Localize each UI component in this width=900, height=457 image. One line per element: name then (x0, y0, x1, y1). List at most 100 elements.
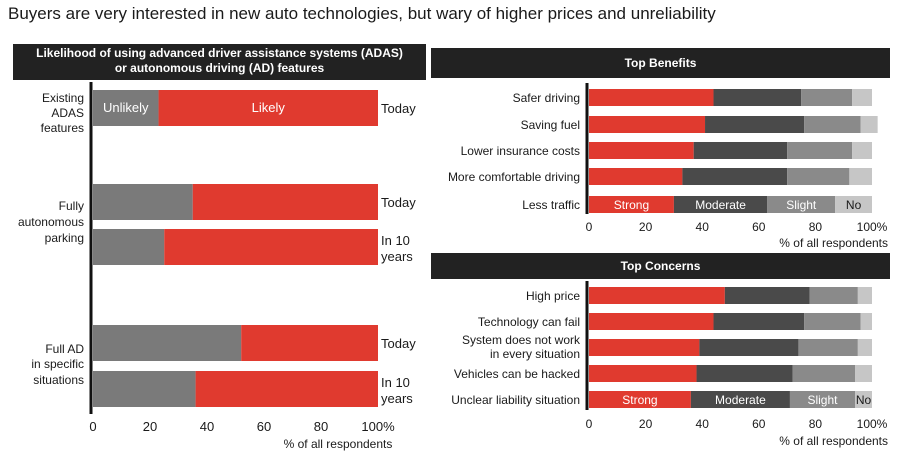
page-title: Buyers are very interested in new auto t… (8, 4, 716, 23)
concerns-bar-moderate (690, 391, 790, 408)
adas-x-tick-label: 80 (314, 419, 328, 434)
benefits-bar-strong (589, 89, 714, 106)
concerns-bar-strong (589, 391, 691, 408)
benefits-x-tick-label: 60 (752, 220, 766, 234)
concerns-x-tick-label: 80 (809, 417, 823, 431)
benefits-bar-moderate (682, 168, 788, 185)
concerns-bar-slight (792, 365, 856, 382)
concerns-x-tick-label: 0 (586, 417, 593, 431)
benefits-x-tick-label: 20 (639, 220, 653, 234)
adas-bar-inline-label: Likely (252, 100, 286, 115)
adas-chart-header: Likelihood of using advanced driver assi… (13, 44, 426, 80)
benefits-category-label: Safer driving (513, 91, 580, 105)
adas-bar-unlikely (93, 371, 196, 407)
benefits-category-label: Lower insurance costs (461, 144, 580, 158)
benefits-bar-slight (787, 168, 850, 185)
adas-category-label: situations (33, 373, 84, 387)
adas-category-label: features (41, 121, 84, 135)
benefits-bar-no (849, 168, 872, 185)
concerns-category-label: Vehicles can be hacked (454, 367, 580, 381)
benefits-bar-moderate (705, 116, 805, 133)
concerns-bar-strong (589, 287, 725, 304)
adas-period-label: In 10 (381, 233, 410, 248)
concerns-category-label: in every situation (490, 347, 580, 361)
adas-period-label: In 10 (381, 375, 410, 390)
benefits-bar-slight (804, 116, 861, 133)
concerns-legend-inline-label: Strong (622, 393, 657, 407)
concerns-category-label: Technology can fail (478, 315, 580, 329)
adas-bar-likely (164, 229, 378, 265)
concerns-bar-no (857, 287, 872, 304)
adas-bar-unlikely (93, 90, 159, 126)
adas-period-label: Today (381, 195, 416, 210)
benefits-bar-strong (589, 196, 674, 213)
concerns-bar-moderate (696, 365, 793, 382)
benefits-bar-moderate (693, 142, 788, 159)
adas-x-axis-label: % of all respondents (284, 437, 393, 451)
adas-category-label: Fully (59, 199, 84, 213)
concerns-bar-slight (804, 313, 861, 330)
adas-period-label: years (381, 249, 413, 264)
adas-x-tick-label: 20 (143, 419, 157, 434)
concerns-x-tick-label: 60 (752, 417, 766, 431)
benefits-bar-no (835, 196, 872, 213)
adas-period-label: Today (381, 101, 416, 116)
adas-header-line-1: Likelihood of using advanced driver assi… (36, 46, 403, 60)
benefits-x-tick-label: 100% (857, 220, 888, 234)
adas-category-label: Existing (42, 91, 84, 105)
adas-x-tick-label: 100% (361, 419, 395, 434)
concerns-category-label: System does not work (462, 333, 581, 347)
adas-category-label: Full AD (45, 342, 84, 356)
adas-bar-likely (192, 184, 378, 220)
benefits-bar-no (860, 116, 878, 133)
concerns-bar-no (855, 365, 872, 382)
benefits-legend-inline-label: Strong (614, 198, 649, 212)
concerns-bar-strong (589, 365, 697, 382)
concerns-bar-no (855, 391, 872, 408)
adas-bar-likely (241, 325, 378, 361)
adas-period-label: years (381, 391, 413, 406)
concerns-legend-inline-label: Slight (807, 393, 838, 407)
concerns-category-label: High price (526, 289, 580, 303)
benefits-x-tick-label: 0 (586, 220, 593, 234)
adas-category-label: in specific (31, 357, 84, 371)
benefits-bar-moderate (673, 196, 768, 213)
concerns-bar-strong (589, 313, 714, 330)
concerns-bar-moderate (713, 313, 805, 330)
benefits-bar-strong (589, 142, 694, 159)
concerns-x-tick-label: 20 (639, 417, 653, 431)
adas-bar-unlikely (93, 325, 242, 361)
adas-bar-likely (195, 371, 378, 407)
adas-bar-unlikely (93, 184, 193, 220)
adas-header-line-2: or autonomous driving (AD) features (114, 61, 325, 75)
concerns-bar-moderate (724, 287, 810, 304)
concerns-x-tick-label: 100% (857, 417, 888, 431)
concerns-x-axis-label: % of all respondents (779, 434, 888, 448)
concerns-chart-header: Top Concerns (431, 253, 890, 279)
benefits-bar-slight (801, 89, 853, 106)
concerns-bar-strong (589, 339, 700, 356)
benefits-category-label: Saving fuel (521, 118, 580, 132)
benefits-x-tick-label: 80 (809, 220, 823, 234)
benefits-bar-slight (787, 142, 853, 159)
adas-category-label: autonomous (18, 215, 84, 229)
benefits-bar-strong (589, 168, 683, 185)
benefits-legend-inline-label: Moderate (695, 198, 746, 212)
concerns-bar-no (860, 313, 872, 330)
adas-category-label: parking (45, 231, 84, 245)
benefits-bar-strong (589, 116, 706, 133)
adas-x-tick-label: 60 (257, 419, 271, 434)
concerns-x-tick-label: 40 (696, 417, 710, 431)
adas-x-tick-label: 0 (89, 419, 96, 434)
adas-x-tick-label: 40 (200, 419, 214, 434)
benefits-category-label: Less traffic (522, 198, 580, 212)
benefits-chart-header: Top Benefits (431, 48, 890, 78)
concerns-bar-slight (809, 287, 858, 304)
adas-category-label: ADAS (51, 106, 84, 120)
adas-bar-unlikely (93, 229, 165, 265)
benefits-bar-no (852, 89, 872, 106)
benefits-bar-slight (767, 196, 836, 213)
concerns-legend-inline-label: No (856, 393, 872, 407)
benefits-legend-inline-label: Slight (786, 198, 817, 212)
adas-period-label: Today (381, 336, 416, 351)
